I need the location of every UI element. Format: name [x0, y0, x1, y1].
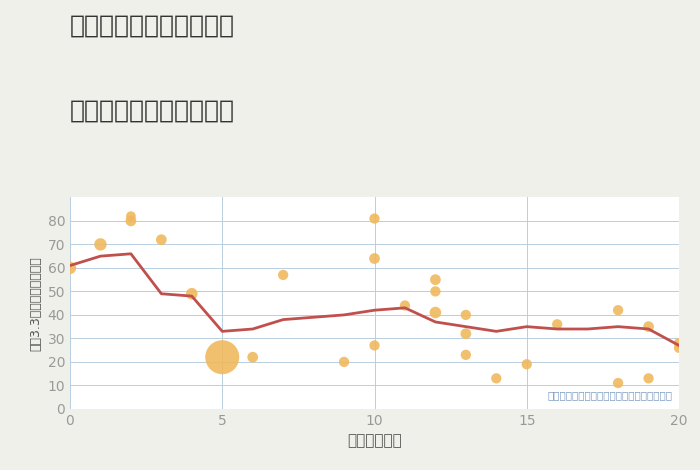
Point — [369, 255, 380, 262]
Point — [552, 321, 563, 328]
Point — [643, 323, 655, 330]
Point — [612, 306, 624, 314]
Point — [217, 353, 228, 361]
Point — [369, 342, 380, 349]
Point — [369, 215, 380, 222]
Point — [461, 351, 472, 359]
Point — [461, 330, 472, 337]
Point — [430, 288, 441, 295]
Text: 駅距離別中古戸建て価格: 駅距離別中古戸建て価格 — [70, 99, 235, 123]
Point — [247, 353, 258, 361]
Point — [461, 311, 472, 319]
Point — [95, 241, 106, 248]
Point — [339, 358, 350, 366]
Point — [673, 339, 685, 347]
Point — [156, 236, 167, 243]
Text: 奈良県宇陀市榛原檜牧の: 奈良県宇陀市榛原檜牧の — [70, 14, 235, 38]
Point — [64, 264, 76, 272]
Text: 円の大きさは、取引のあった物件面積を示す: 円の大きさは、取引のあった物件面積を示す — [548, 391, 673, 400]
Point — [125, 212, 136, 220]
Y-axis label: 坪（3.3㎡）単価（万円）: 坪（3.3㎡）単価（万円） — [29, 256, 42, 351]
Point — [673, 344, 685, 352]
Point — [643, 375, 655, 382]
Point — [125, 217, 136, 225]
Point — [430, 309, 441, 316]
Point — [430, 276, 441, 283]
Point — [399, 302, 410, 309]
Point — [186, 290, 197, 298]
X-axis label: 駅距離（分）: 駅距離（分） — [347, 433, 402, 448]
Point — [612, 379, 624, 387]
Point — [491, 375, 502, 382]
Point — [277, 271, 289, 279]
Point — [521, 360, 532, 368]
